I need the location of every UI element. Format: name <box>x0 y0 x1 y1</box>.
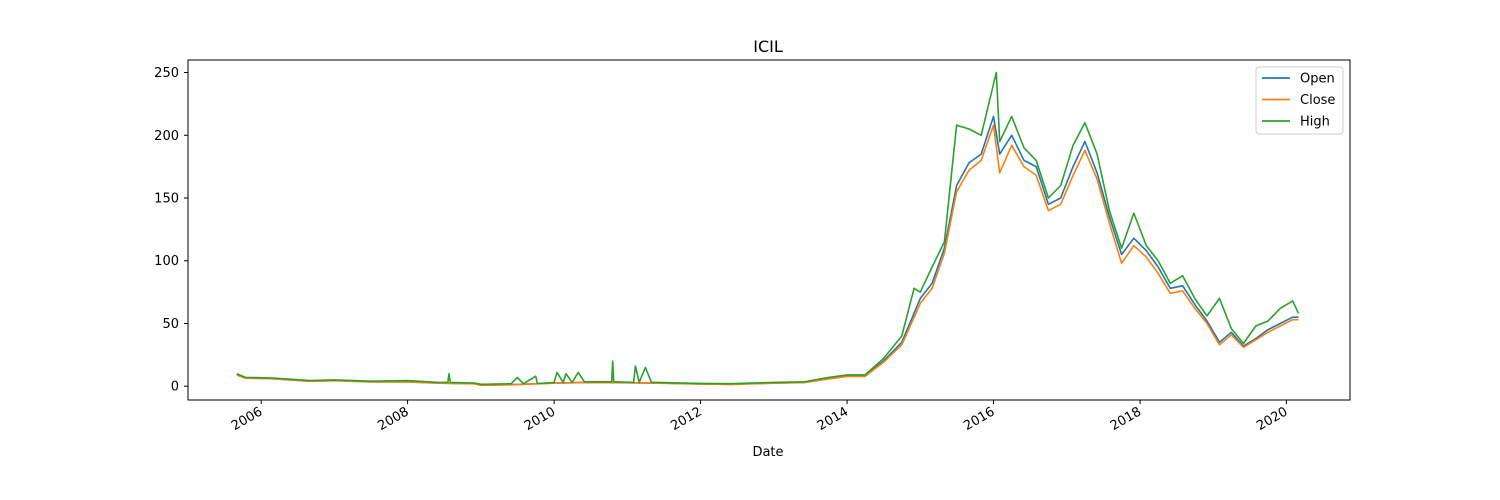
series-line-high <box>236 71 1300 386</box>
x-tick-label: 2016 <box>961 404 997 434</box>
y-tick-label: 100 <box>154 254 179 269</box>
legend: Open Close High <box>1255 66 1344 135</box>
legend-label-close: Close <box>1300 93 1335 108</box>
y-tick-label: 200 <box>154 129 179 144</box>
y-tick-label: 250 <box>154 66 179 81</box>
x-tick-label: 2018 <box>1108 404 1144 434</box>
x-tick-label: 2014 <box>815 404 851 434</box>
legend-box <box>1255 66 1344 135</box>
legend-label-open: Open <box>1300 72 1335 87</box>
plot-area <box>188 60 1350 400</box>
x-axis: 2006 2008 2010 2012 2014 2016 2018 2020 <box>229 400 1290 434</box>
x-tick-label: 2010 <box>522 404 558 434</box>
y-tick-label: 150 <box>154 192 179 207</box>
x-tick-label: 2012 <box>668 404 704 434</box>
x-tick-label: 2020 <box>1254 404 1290 434</box>
series-layer <box>236 71 1300 387</box>
x-tick-label: 2006 <box>229 404 265 434</box>
y-tick-label: 0 <box>171 380 179 395</box>
chart-title: ICIL <box>753 37 783 56</box>
y-axis: 0 50 100 150 200 250 <box>154 66 188 395</box>
series-line-close <box>236 124 1299 387</box>
y-tick-label: 50 <box>162 317 179 332</box>
plot-border <box>187 59 1351 401</box>
legend-label-high: High <box>1300 115 1330 130</box>
x-axis-label: Date <box>752 445 783 460</box>
x-tick-label: 2008 <box>375 404 411 434</box>
